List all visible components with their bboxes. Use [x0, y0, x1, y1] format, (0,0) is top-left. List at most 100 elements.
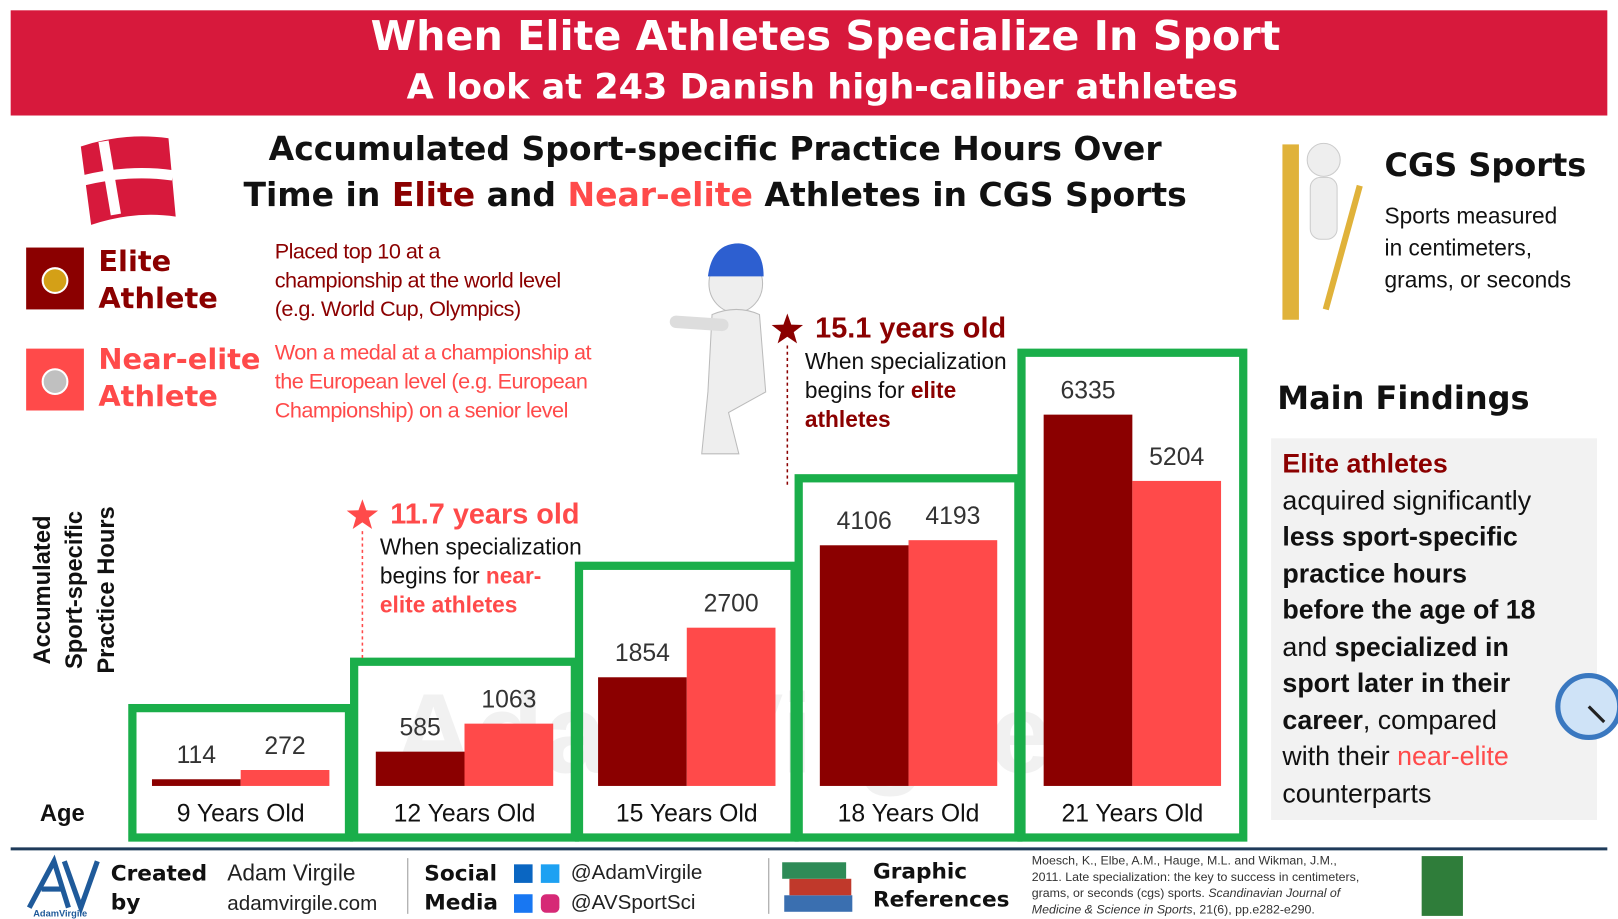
value-label: 4193: [925, 503, 980, 530]
facebook-icon: [514, 894, 533, 913]
bar: [686, 627, 776, 786]
value-label: 6335: [1060, 377, 1115, 404]
legend-description: Championship) on a senior level: [275, 397, 568, 422]
annotation-title: 11.7 years old: [390, 498, 579, 530]
legend-word: Elite: [98, 244, 171, 278]
y-axis-label: Sport-specific: [62, 511, 88, 669]
annotation-line-text: begins for near-: [380, 563, 541, 589]
medal: [41, 267, 69, 294]
finding-part: career: [1282, 705, 1363, 735]
author-site: adamvirgile.com: [227, 892, 377, 915]
journal-cover: [1421, 856, 1463, 916]
title-part: Time in: [243, 174, 391, 213]
finding-line: acquired significantly: [1282, 485, 1531, 515]
value-label: 1063: [481, 686, 536, 713]
legend-description: (e.g. World Cup, Olympics): [275, 296, 521, 321]
category-frame: [1017, 348, 1248, 842]
finding-part: near-elite: [1397, 741, 1509, 771]
annotation-part: begins for: [380, 563, 486, 589]
value-label: 5204: [1149, 444, 1204, 471]
finding-line: and specialized in: [1282, 632, 1508, 662]
annotation-title: 15.1 years old: [815, 313, 1006, 345]
reference-part: grams, or seconds (cgs) sports.: [1032, 887, 1209, 901]
linkedin-icon: [514, 864, 533, 883]
annotation-part: begins for: [805, 377, 911, 403]
figure-body: [701, 308, 767, 455]
bars: 114 272 9 Years Old 585 1063 12 Years Old 1854…: [128, 348, 1248, 842]
annotation-part: near-: [486, 563, 541, 589]
bar: [1043, 414, 1133, 786]
finding-line: counterparts: [1282, 778, 1431, 808]
legend-description: Won a medal at a championship at: [275, 339, 592, 364]
title-part: Athletes in CGS Sports: [753, 174, 1187, 213]
legend-description: the European level (e.g. European: [275, 368, 588, 393]
reference-line: grams, or seconds (cgs) sports. Scandina…: [1032, 887, 1342, 901]
figure-cap: [707, 243, 764, 277]
finding-line: less sport-specific: [1282, 521, 1517, 551]
legend-word: Near-elite: [98, 342, 260, 376]
annotation-line-text: When specialization: [805, 348, 1007, 374]
title-part: Near-elite: [568, 174, 753, 213]
finding-line: career, compared: [1282, 705, 1497, 735]
y-axis-label: Accumulated: [30, 516, 56, 665]
findings-box: [1271, 438, 1598, 820]
annotation-part: elite: [911, 377, 956, 403]
bar: [240, 770, 330, 786]
bar: [1132, 480, 1222, 786]
y-axis-label: Practice Hours: [94, 506, 120, 673]
annotation-part: When specialization: [805, 348, 1007, 374]
footer-label: by: [111, 891, 141, 916]
instagram-icon: [540, 894, 560, 913]
value-label: 114: [177, 742, 217, 769]
legend-label: Elite Athlete: [98, 244, 218, 315]
finding-part: specialized in: [1335, 632, 1509, 662]
annotation-part: elite athletes: [380, 591, 517, 617]
reference-part: Medicine & Science in Sports: [1032, 903, 1193, 917]
side-text: in centimeters,: [1385, 235, 1533, 261]
finding-line: with their near-elite: [1281, 741, 1508, 771]
bar: [464, 723, 554, 786]
ruler-figure-icon: [1282, 142, 1363, 320]
finding-part: , compared: [1363, 705, 1497, 735]
value-label: 1854: [615, 640, 670, 667]
legend-word: Athlete: [98, 281, 218, 315]
bar: [598, 677, 687, 786]
finding-line: Elite athletes: [1282, 448, 1447, 478]
annotation-part: When specialization: [380, 534, 582, 560]
finding-line: sport later in their: [1282, 668, 1510, 698]
logo-text: AdamVirgile: [33, 908, 87, 918]
reference-part: Scandinavian Journal of: [1208, 887, 1341, 901]
books-icon: [782, 862, 853, 912]
x-tick-label: 21 Years Old: [1061, 800, 1203, 827]
clock-icon: [1555, 673, 1618, 741]
bar: [375, 751, 465, 786]
legend-description: Placed top 10 at a: [275, 238, 442, 263]
footer-label: Social: [424, 862, 497, 887]
header-band: [10, 10, 1608, 116]
finding-part: with their: [1281, 741, 1397, 771]
chart-title: Time in Elite and Near-elite Athletes in…: [243, 174, 1186, 213]
medal: [41, 368, 69, 396]
category-frame: [128, 703, 354, 842]
header-subtitle: A look at 243 Danish high-caliber athlet…: [407, 67, 1239, 108]
reference-part: , 21(6), pp.e282-e290.: [1193, 903, 1315, 917]
annotation-line-text: elite athletes: [380, 591, 517, 617]
findings-title: Main Findings: [1277, 379, 1529, 417]
x-tick-label: 9 Years Old: [177, 800, 305, 827]
coach-figure: [669, 243, 767, 455]
chart-title: Accumulated Sport-specific Practice Hour…: [269, 129, 1163, 168]
x-tick-label: 18 Years Old: [838, 800, 980, 827]
value-label: 272: [264, 733, 305, 760]
side-title: CGS Sports: [1385, 146, 1587, 184]
side-text: grams, or seconds: [1385, 267, 1572, 293]
footer-label: Graphic: [873, 860, 967, 885]
footer-label: Media: [424, 891, 498, 916]
legend-description: championship at the world level: [275, 267, 561, 292]
twitter-icon: [540, 864, 560, 883]
x-tick-label: 12 Years Old: [394, 800, 536, 827]
legend-word: Athlete: [98, 379, 218, 413]
logo: [26, 854, 100, 916]
legend-label: Near-elite Athlete: [98, 342, 260, 413]
value-label: 4106: [837, 508, 892, 535]
reference: Moesch, K., Elbe, A.M., Hauge, M.L. and …: [1032, 854, 1359, 918]
